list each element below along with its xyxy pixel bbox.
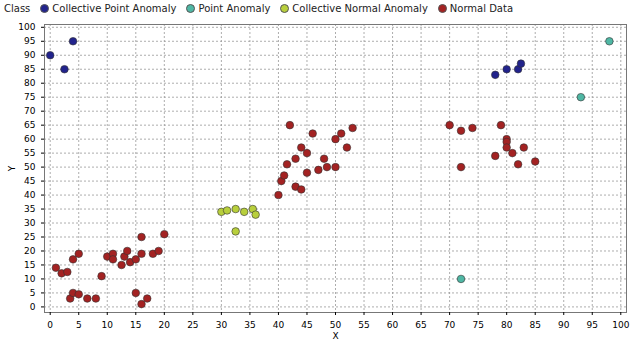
svg-text:45: 45 (301, 320, 312, 330)
svg-text:100: 100 (612, 320, 629, 330)
svg-text:40: 40 (24, 190, 36, 200)
svg-text:85: 85 (529, 320, 540, 330)
svg-text:45: 45 (24, 176, 35, 186)
svg-text:5: 5 (76, 320, 82, 330)
svg-text:80: 80 (24, 78, 36, 88)
svg-text:25: 25 (187, 320, 198, 330)
svg-text:80: 80 (501, 320, 513, 330)
svg-text:15: 15 (130, 320, 141, 330)
svg-text:70: 70 (24, 106, 36, 116)
svg-text:50: 50 (330, 320, 342, 330)
svg-text:55: 55 (24, 148, 35, 158)
svg-text:75: 75 (24, 92, 35, 102)
svg-text:95: 95 (24, 36, 35, 46)
svg-text:35: 35 (24, 204, 35, 214)
svg-text:60: 60 (24, 134, 36, 144)
svg-text:35: 35 (244, 320, 255, 330)
svg-text:X: X (332, 331, 338, 341)
svg-text:85: 85 (24, 64, 35, 74)
html-text:Point Anomaly: Point Anomaly (198, 2, 271, 14)
svg-text:25: 25 (24, 232, 35, 242)
svg-text:40: 40 (273, 320, 285, 330)
svg-text:75: 75 (472, 320, 483, 330)
svg-text:65: 65 (415, 320, 426, 330)
svg-text:Y: Y (7, 165, 17, 172)
html-text:Collective Point Anomaly: Collective Point Anomaly (52, 2, 177, 14)
html-text:Collective Normal Anomaly: Collective Normal Anomaly (292, 2, 428, 14)
svg-text:65: 65 (24, 120, 35, 130)
svg-text:50: 50 (24, 162, 36, 172)
svg-text:55: 55 (358, 320, 369, 330)
html-text:Normal Data: Normal Data (449, 2, 514, 14)
html-text:Class: Class (4, 2, 31, 14)
svg-text:70: 70 (444, 320, 456, 330)
svg-text:60: 60 (387, 320, 399, 330)
svg-text:0: 0 (30, 302, 36, 312)
svg-text:20: 20 (159, 320, 171, 330)
svg-text:20: 20 (24, 246, 36, 256)
svg-text:95: 95 (587, 320, 598, 330)
svg-text:100: 100 (18, 22, 35, 32)
svg-text:10: 10 (24, 274, 36, 284)
svg-text:30: 30 (216, 320, 228, 330)
svg-text:0: 0 (47, 320, 53, 330)
svg-text:90: 90 (558, 320, 570, 330)
svg-text:10: 10 (102, 320, 114, 330)
svg-text:30: 30 (24, 218, 36, 228)
svg-text:5: 5 (30, 288, 36, 298)
svg-text:15: 15 (24, 260, 35, 270)
svg-text:90: 90 (24, 50, 36, 60)
